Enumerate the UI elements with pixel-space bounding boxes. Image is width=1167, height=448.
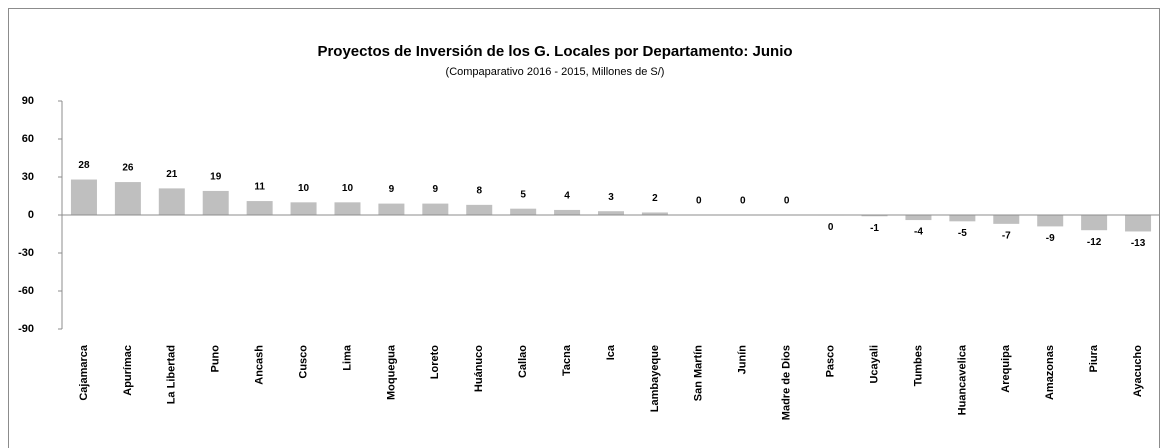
y-tick-label: -30 (18, 247, 34, 259)
bar (202, 190, 229, 215)
chart-border (8, 8, 1160, 448)
x-tick-label: Moquegua (385, 344, 397, 400)
x-tick-label: Tumbes (912, 345, 924, 386)
x-tick-label: Lambayeque (649, 345, 661, 412)
value-label: 0 (740, 196, 746, 207)
value-label: -12 (1087, 237, 1102, 248)
x-tick-label: Loreto (429, 345, 441, 380)
y-tick-label: 90 (22, 95, 34, 107)
y-tick-label: -90 (18, 323, 34, 335)
bar (378, 203, 405, 215)
x-tick-label: San Martín (693, 345, 705, 402)
value-label: 19 (210, 172, 222, 183)
value-label: -9 (1046, 233, 1055, 244)
x-tick-label: Arequipa (1000, 344, 1012, 393)
x-tick-label: Ica (605, 344, 617, 360)
value-label: 10 (298, 183, 310, 194)
x-tick-label: Cusco (297, 345, 309, 379)
bar (334, 202, 361, 215)
bar (466, 204, 493, 215)
bar (949, 215, 976, 222)
value-label: -13 (1131, 238, 1146, 249)
chart-subtitle: (Compaparativo 2016 - 2015, Millones de … (446, 66, 665, 78)
x-tick-label: Puno (210, 345, 222, 373)
value-label: -7 (1002, 231, 1011, 242)
chart-title: Proyectos de Inversión de los G. Locales… (317, 43, 792, 60)
bar (510, 208, 537, 215)
value-label: 26 (122, 163, 134, 174)
x-tick-label: Cajamarca (78, 344, 90, 401)
bar (1081, 215, 1108, 231)
y-tick-label: 30 (22, 171, 34, 183)
value-label: 3 (608, 192, 614, 203)
value-label: 28 (78, 160, 90, 171)
value-label: -4 (914, 227, 923, 238)
bar (246, 201, 273, 215)
bar (422, 203, 449, 215)
bar (1037, 215, 1064, 227)
x-tick-label: Ucayali (868, 345, 880, 384)
bar (1125, 215, 1152, 232)
bar (993, 215, 1020, 224)
x-tick-label: Piura (1088, 344, 1100, 372)
x-tick-label: Pasco (825, 345, 837, 378)
value-label: 2 (652, 193, 658, 204)
x-tick-label: Tacna (561, 344, 573, 376)
value-label: 21 (166, 169, 178, 180)
bar (905, 215, 932, 221)
bar (641, 212, 668, 215)
y-tick-label: 60 (22, 133, 34, 145)
bar (861, 215, 888, 217)
bar (114, 182, 141, 215)
x-tick-label: Huánuco (473, 345, 485, 392)
x-tick-label: Huancavelica (956, 344, 968, 415)
x-tick-label: Ayacucho (1132, 345, 1144, 397)
x-tick-label: Ancash (254, 345, 266, 385)
y-tick-label: 0 (28, 209, 34, 221)
bar (554, 209, 581, 215)
bar (598, 211, 624, 215)
value-label: 0 (828, 222, 834, 233)
value-label: 0 (784, 196, 790, 207)
value-label: 8 (476, 186, 482, 197)
x-tick-label: Lima (341, 344, 353, 371)
bar (158, 188, 185, 215)
value-label: -1 (870, 223, 879, 234)
value-label: -5 (958, 228, 967, 239)
x-tick-label: Madre de Dios (781, 345, 793, 420)
x-tick-label: La Libertad (166, 345, 178, 404)
bar (290, 202, 317, 215)
y-tick-label: -60 (18, 285, 34, 297)
x-tick-label: Junín (737, 345, 749, 375)
x-tick-label: Callao (517, 345, 529, 378)
value-label: 10 (342, 183, 354, 194)
value-label: 4 (564, 191, 570, 202)
value-label: 0 (696, 196, 702, 207)
value-label: 5 (520, 189, 526, 200)
bar (70, 179, 97, 215)
value-label: 11 (254, 182, 265, 193)
x-tick-label: Amazonas (1044, 345, 1056, 400)
value-label: 9 (389, 184, 395, 195)
x-tick-label: Apurímac (122, 345, 134, 396)
value-label: 9 (433, 184, 439, 195)
